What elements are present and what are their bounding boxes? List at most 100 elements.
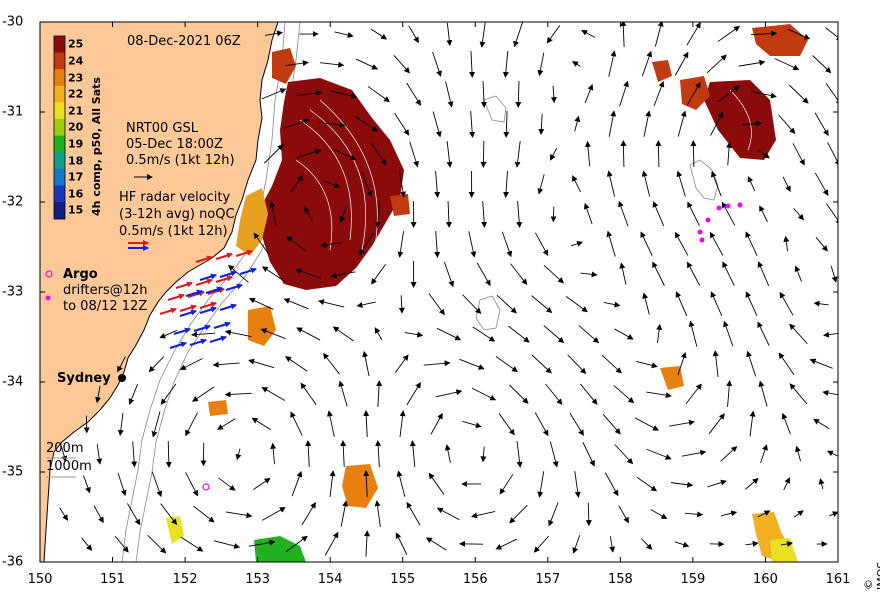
current-vector <box>290 411 303 436</box>
current-vector <box>481 200 488 228</box>
current-vector <box>750 30 778 37</box>
current-vector <box>613 385 635 404</box>
current-vector <box>59 507 69 521</box>
current-vector <box>159 329 178 339</box>
current-vector <box>117 472 127 497</box>
current-vector <box>323 352 340 375</box>
current-vector <box>676 170 686 197</box>
current-vector <box>340 440 347 468</box>
current-vector <box>534 412 549 437</box>
current-vector <box>261 266 285 282</box>
current-vector <box>261 88 287 100</box>
current-vector <box>830 266 838 283</box>
gsl-date: 05-Dec 18:00Z <box>126 137 223 152</box>
colorbar-tick: 24 <box>68 54 84 68</box>
current-vector <box>584 83 594 104</box>
current-vector <box>710 170 722 197</box>
colorbar-swatch <box>54 185 65 203</box>
colorbar-swatch <box>54 52 65 70</box>
current-vector <box>669 419 695 427</box>
current-vector <box>608 50 617 77</box>
radar-vector <box>205 286 223 294</box>
current-vector <box>546 25 561 44</box>
current-vector <box>251 417 271 431</box>
x-tick-label: 159 <box>680 572 706 587</box>
colorbar-tick: 15 <box>68 203 84 217</box>
current-vector <box>758 380 768 407</box>
current-vector <box>131 441 138 468</box>
current-vector <box>726 141 733 166</box>
current-vector <box>408 25 419 44</box>
current-vector <box>459 358 485 370</box>
current-vector <box>690 140 697 168</box>
radar-vector <box>209 335 227 343</box>
current-vector <box>61 446 68 463</box>
current-vector <box>652 201 665 227</box>
current-vector <box>533 535 550 553</box>
current-vector <box>686 81 701 106</box>
current-vector <box>496 294 517 314</box>
current-vector <box>793 208 805 221</box>
colorbar-tick: 22 <box>68 87 84 101</box>
current-vector <box>829 511 838 517</box>
current-vector <box>430 412 443 435</box>
current-vector <box>670 481 694 488</box>
current-vector <box>641 170 651 197</box>
colorbar-label: 4h comp, p50, All Sats <box>90 77 103 216</box>
current-vector <box>825 83 838 106</box>
current-vector <box>363 470 370 498</box>
current-vector <box>127 503 141 526</box>
current-vector <box>191 331 216 338</box>
radar-vector <box>173 327 191 335</box>
current-vector <box>688 320 698 347</box>
warm-patch-east <box>660 366 684 390</box>
current-vector <box>498 413 515 436</box>
current-vector <box>374 201 381 228</box>
seamount-outline <box>483 95 507 123</box>
current-vector <box>681 449 707 457</box>
current-vector <box>515 80 522 108</box>
colorbar-tick: 20 <box>68 120 84 134</box>
current-vector <box>443 261 455 288</box>
current-vector <box>393 55 411 74</box>
current-vector <box>745 540 759 547</box>
current-vector <box>462 420 482 429</box>
warm-patch-small-3 <box>390 194 410 216</box>
current-vector <box>778 114 796 135</box>
current-vector <box>370 143 387 166</box>
current-vector <box>364 530 370 557</box>
radar-vector <box>239 267 257 275</box>
current-vector <box>717 85 740 103</box>
current-vector <box>614 444 634 465</box>
current-vector <box>180 536 204 552</box>
current-vector <box>788 84 809 104</box>
current-vector <box>192 386 215 402</box>
current-vector <box>327 410 335 437</box>
current-vector <box>584 140 591 167</box>
current-vector <box>330 271 356 279</box>
current-vector <box>516 441 523 468</box>
current-vector <box>117 412 124 436</box>
current-vector <box>574 471 581 498</box>
current-vector <box>708 413 725 435</box>
current-vector <box>603 301 621 308</box>
island-outline <box>689 159 719 201</box>
current-vector <box>749 410 756 437</box>
current-vector <box>642 292 650 315</box>
current-vector <box>578 325 600 344</box>
current-vector <box>720 510 738 517</box>
current-vector <box>760 444 768 464</box>
current-vector <box>823 331 838 338</box>
current-vector <box>296 327 321 341</box>
current-vector <box>747 175 756 192</box>
current-vector <box>514 141 521 168</box>
current-vector <box>685 383 702 405</box>
current-vector <box>469 111 476 138</box>
current-vector <box>634 417 659 431</box>
current-vector <box>270 442 277 465</box>
current-vector <box>471 510 496 519</box>
current-vector <box>774 58 800 71</box>
current-vector <box>746 350 757 377</box>
colorbar-swatch <box>54 152 65 170</box>
x-tick-label: 154 <box>317 572 343 587</box>
